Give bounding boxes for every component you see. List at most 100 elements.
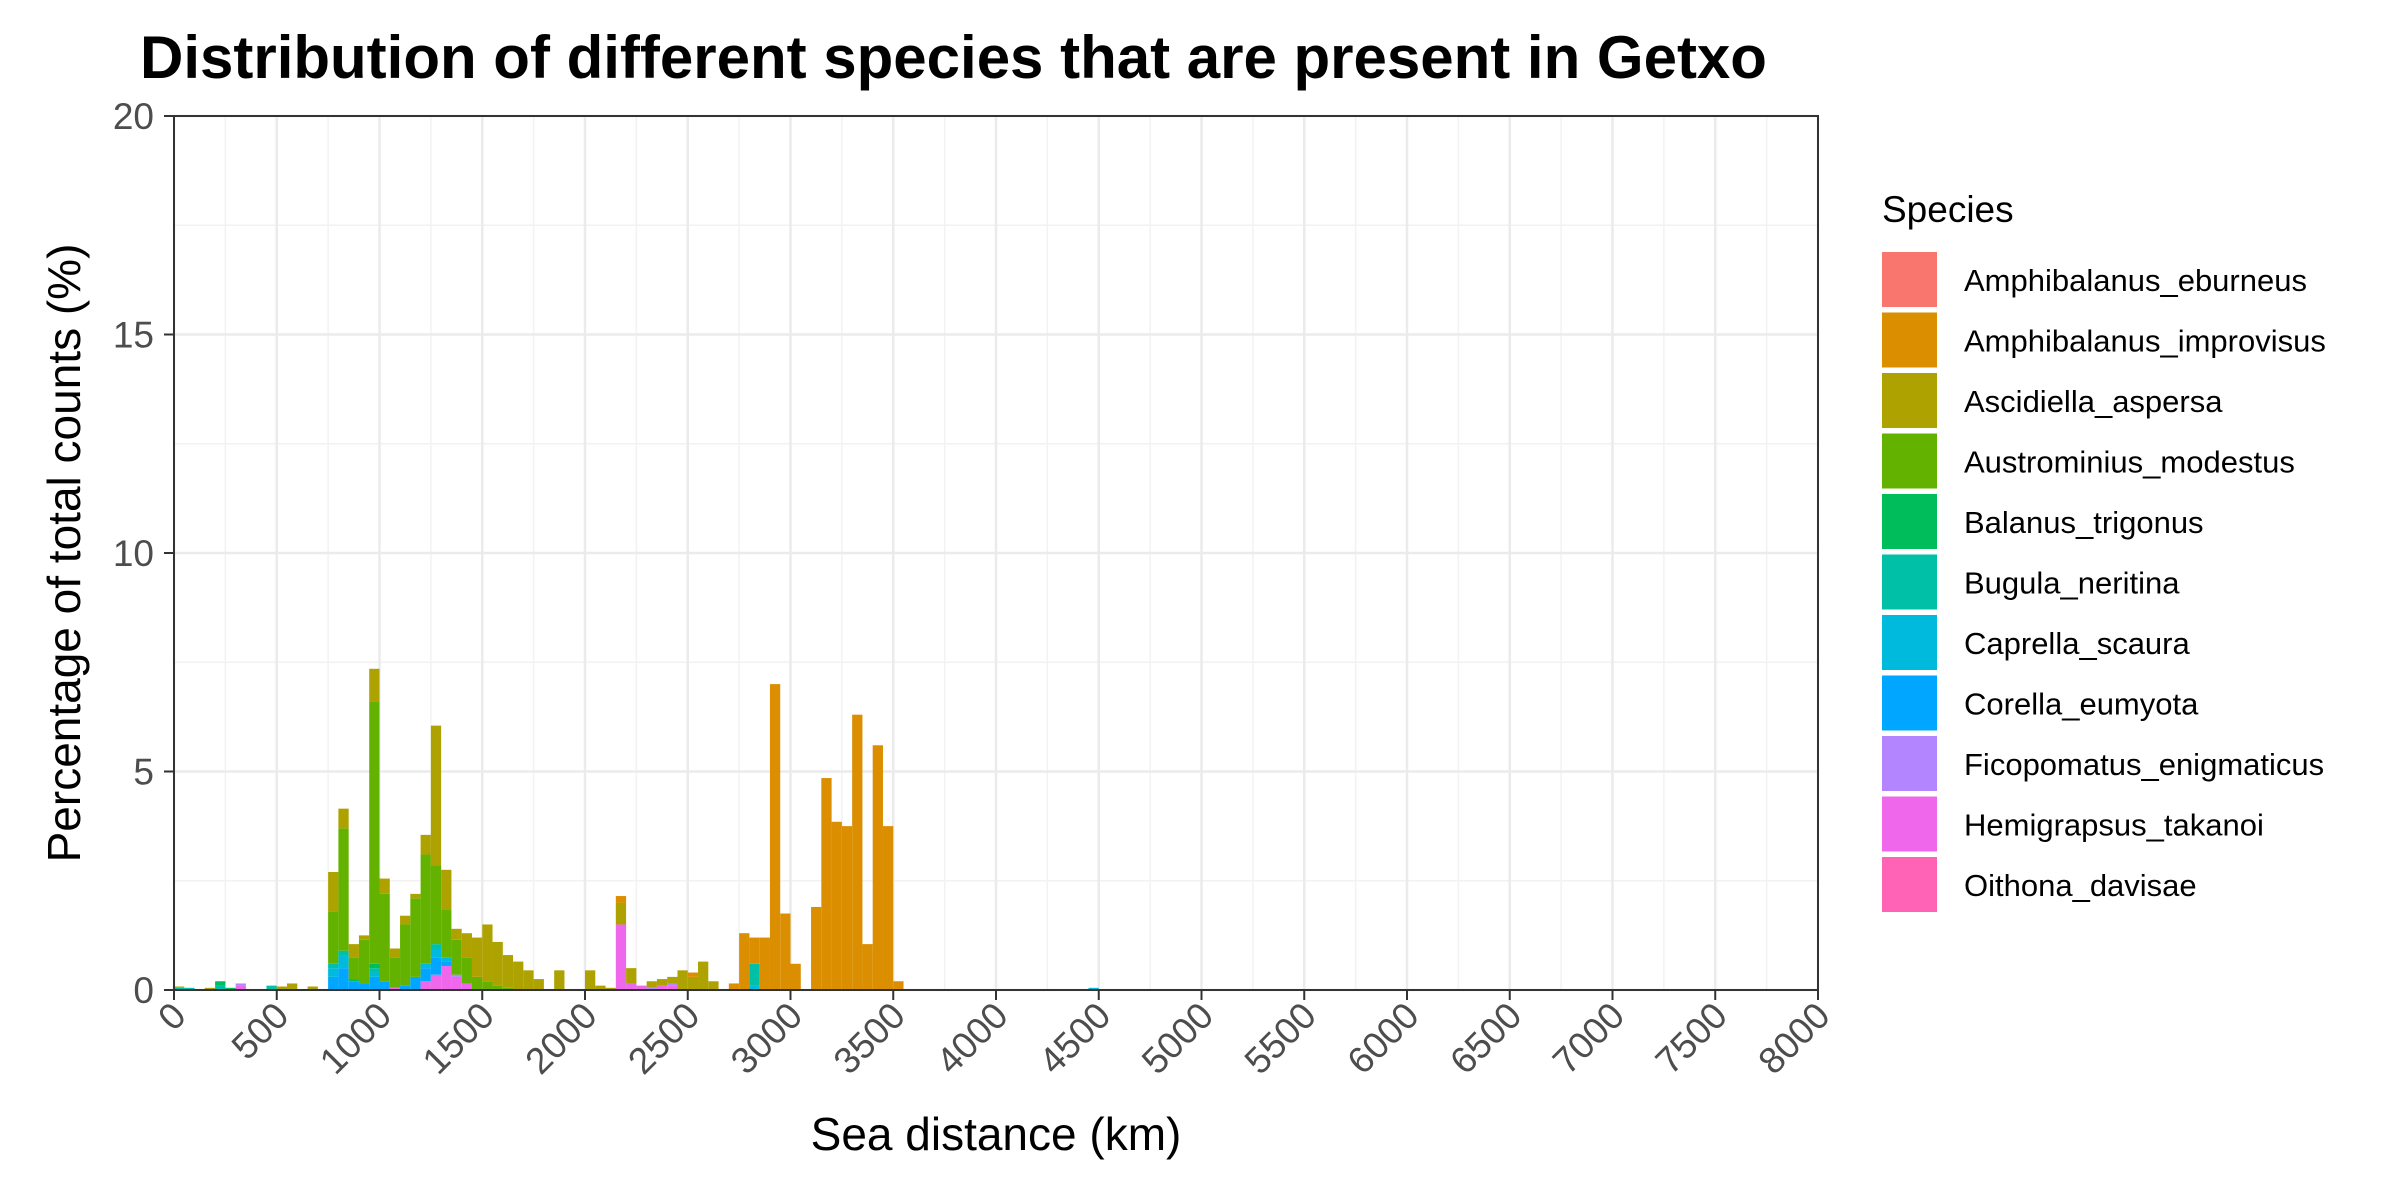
bar-segment-austrominius-modestus <box>492 985 503 990</box>
legend-key-bugula-neritina <box>1882 554 1937 610</box>
x-tick-label: 3500 <box>826 995 913 1082</box>
legend-label-bugula-neritina: Bugula_neritina <box>1964 566 2180 601</box>
legend-label-austrominius-modestus: Austrominius_modestus <box>1964 445 2295 480</box>
legend-key-amphibalanus-improvisus <box>1882 312 1937 368</box>
bar-segment-hemigrapsus-takanoi <box>656 985 668 990</box>
bar-segment-hemigrapsus-takanoi <box>626 983 637 990</box>
bar-segment-austrominius-modestus <box>348 957 359 980</box>
bar-segment-caprella-scaura <box>1088 987 1099 990</box>
bar-segment-corella-eumyota <box>358 983 370 990</box>
bar-segment-amphibalanus-improvisus <box>739 933 750 990</box>
x-tick-label: 8000 <box>1750 995 1837 1082</box>
bar-segment-austrominius-modestus <box>471 976 483 990</box>
bar-segment-ascidiella-aspersa <box>461 933 472 958</box>
bar-segment-ascidiella-aspersa <box>605 987 616 990</box>
legend-label-amphibalanus-eburneus: Amphibalanus_eburneus <box>1964 263 2307 298</box>
bar-segment-ascidiella-aspersa <box>513 961 524 990</box>
bar-segment-amphibalanus-improvisus <box>769 684 781 990</box>
bar-segment-hemigrapsus-takanoi <box>441 965 452 990</box>
bar-segment-austrominius-modestus <box>420 854 431 964</box>
x-tick-label: 2000 <box>517 995 604 1082</box>
bar-segment-hemigrapsus-takanoi <box>667 985 678 990</box>
x-tick-label: 5000 <box>1134 995 1221 1082</box>
bar-segment-ascidiella-aspersa <box>687 976 699 990</box>
bar-segment-ascidiella-aspersa <box>482 924 493 982</box>
bar-segment-hemigrapsus-takanoi <box>420 981 431 990</box>
y-axis-title: Percentage of total counts (%) <box>38 244 90 863</box>
bar-segment-ascidiella-aspersa <box>276 986 288 990</box>
x-axis-title: Sea distance (km) <box>811 1108 1182 1160</box>
x-tick-label: 3000 <box>723 995 810 1082</box>
bar-segment-ascidiella-aspersa <box>677 970 688 990</box>
legend-key-hemigrapsus-takanoi <box>1882 796 1937 852</box>
bar-segment-hemigrapsus-takanoi <box>615 924 627 990</box>
bar-segment-ascidiella-aspersa <box>369 668 380 702</box>
bar-segment-corella-eumyota <box>348 981 359 990</box>
bar-segment-amphibalanus-improvisus <box>790 963 801 990</box>
bars <box>174 668 1099 990</box>
bar-segment-ascidiella-aspersa <box>400 915 411 925</box>
x-tick-label: 6500 <box>1442 995 1529 1082</box>
bar-segment-bugula-neritina <box>430 944 442 949</box>
bar-segment-ficopomatus-enigmaticus <box>667 983 678 986</box>
bar-segment-austrominius-modestus <box>502 987 514 990</box>
bar-segment-amphibalanus-improvisus <box>872 745 883 990</box>
y-tick-label: 20 <box>113 96 154 137</box>
legend-label-ascidiella-aspersa: Ascidiella_aspersa <box>1964 384 2223 419</box>
legend: Species Amphibalanus_eburneus Amphibalanu… <box>1882 189 2326 912</box>
bar-segment-caprella-scaura <box>430 948 442 958</box>
bar-segment-austrominius-modestus <box>451 939 462 975</box>
bar-segment-austrominius-modestus <box>410 898 421 977</box>
bar-segment-ascidiella-aspersa <box>708 981 719 990</box>
bar-segment-caprella-scaura <box>749 985 760 990</box>
bar-segment-ascidiella-aspersa <box>471 937 483 977</box>
bar-segment-ascidiella-aspersa <box>646 981 657 988</box>
bar-segment-amphibalanus-improvisus <box>728 983 740 990</box>
bar-segment-ascidiella-aspersa <box>328 872 339 912</box>
x-tick-label: 7000 <box>1545 995 1632 1082</box>
x-tick-label: 4000 <box>928 995 1015 1082</box>
bar-segment-balanus-trigonus <box>215 981 226 986</box>
bar-segment-austrominius-modestus <box>430 865 442 945</box>
bar-segment-amphibalanus-improvisus <box>687 972 699 977</box>
x-tick-label: 4500 <box>1031 995 1118 1082</box>
legend-key-caprella-scaura <box>1882 615 1937 670</box>
grid <box>172 114 1820 992</box>
bar-segment-bugula-neritina <box>215 985 226 990</box>
bar-segment-hemigrapsus-takanoi <box>389 987 401 990</box>
legend-key-corella-eumyota <box>1882 675 1937 731</box>
chart-title: Distribution of different species that a… <box>140 24 1767 91</box>
legend-label-hemigrapsus-takanoi: Hemigrapsus_takanoi <box>1964 808 2264 843</box>
bar-segment-bugula-neritina <box>266 985 277 990</box>
bar-segment-bugula-neritina <box>369 968 380 973</box>
bar-segment-ficopomatus-enigmaticus <box>451 974 462 977</box>
bar-segment-ascidiella-aspersa <box>533 979 544 990</box>
bar-segment-corella-eumyota <box>441 961 452 966</box>
bar-segment-amphibalanus-improvisus <box>882 826 894 990</box>
bar-segment-ascidiella-aspersa <box>451 928 462 940</box>
legend-key-oithona-davisae <box>1882 857 1937 912</box>
bar-segment-ascidiella-aspersa <box>204 987 216 990</box>
bar-segment-austrominius-modestus <box>461 957 472 984</box>
bar-segment-amphibalanus-improvisus <box>852 714 863 990</box>
legend-label-balanus-trigonus: Balanus_trigonus <box>1964 505 2204 540</box>
bar-segment-hemigrapsus-takanoi <box>430 974 442 990</box>
bar-segment-ascidiella-aspersa <box>379 878 390 894</box>
bar-segment-corella-eumyota <box>430 957 442 975</box>
x-tick-label: 500 <box>224 995 297 1068</box>
bar-segment-bugula-neritina <box>174 987 185 990</box>
bar-segment-caprella-scaura <box>441 957 452 962</box>
bar-segment-bugula-neritina <box>338 950 349 956</box>
legend-key-austrominius-modestus <box>1882 433 1937 489</box>
bar-segment-caprella-scaura <box>369 972 380 977</box>
legend-label-corella-eumyota: Corella_eumyota <box>1964 687 2199 722</box>
bar-segment-ascidiella-aspersa <box>420 834 431 855</box>
bar-segment-austrominius-modestus <box>389 957 401 988</box>
y-tick-label: 5 <box>133 752 154 793</box>
bar-segment-ascidiella-aspersa <box>430 725 442 866</box>
bar-segment-ascidiella-aspersa <box>523 970 534 990</box>
bar-segment-corella-eumyota <box>328 976 339 990</box>
bar-segment-corella-eumyota <box>338 968 349 990</box>
bar-segment-hemigrapsus-takanoi <box>636 985 647 990</box>
